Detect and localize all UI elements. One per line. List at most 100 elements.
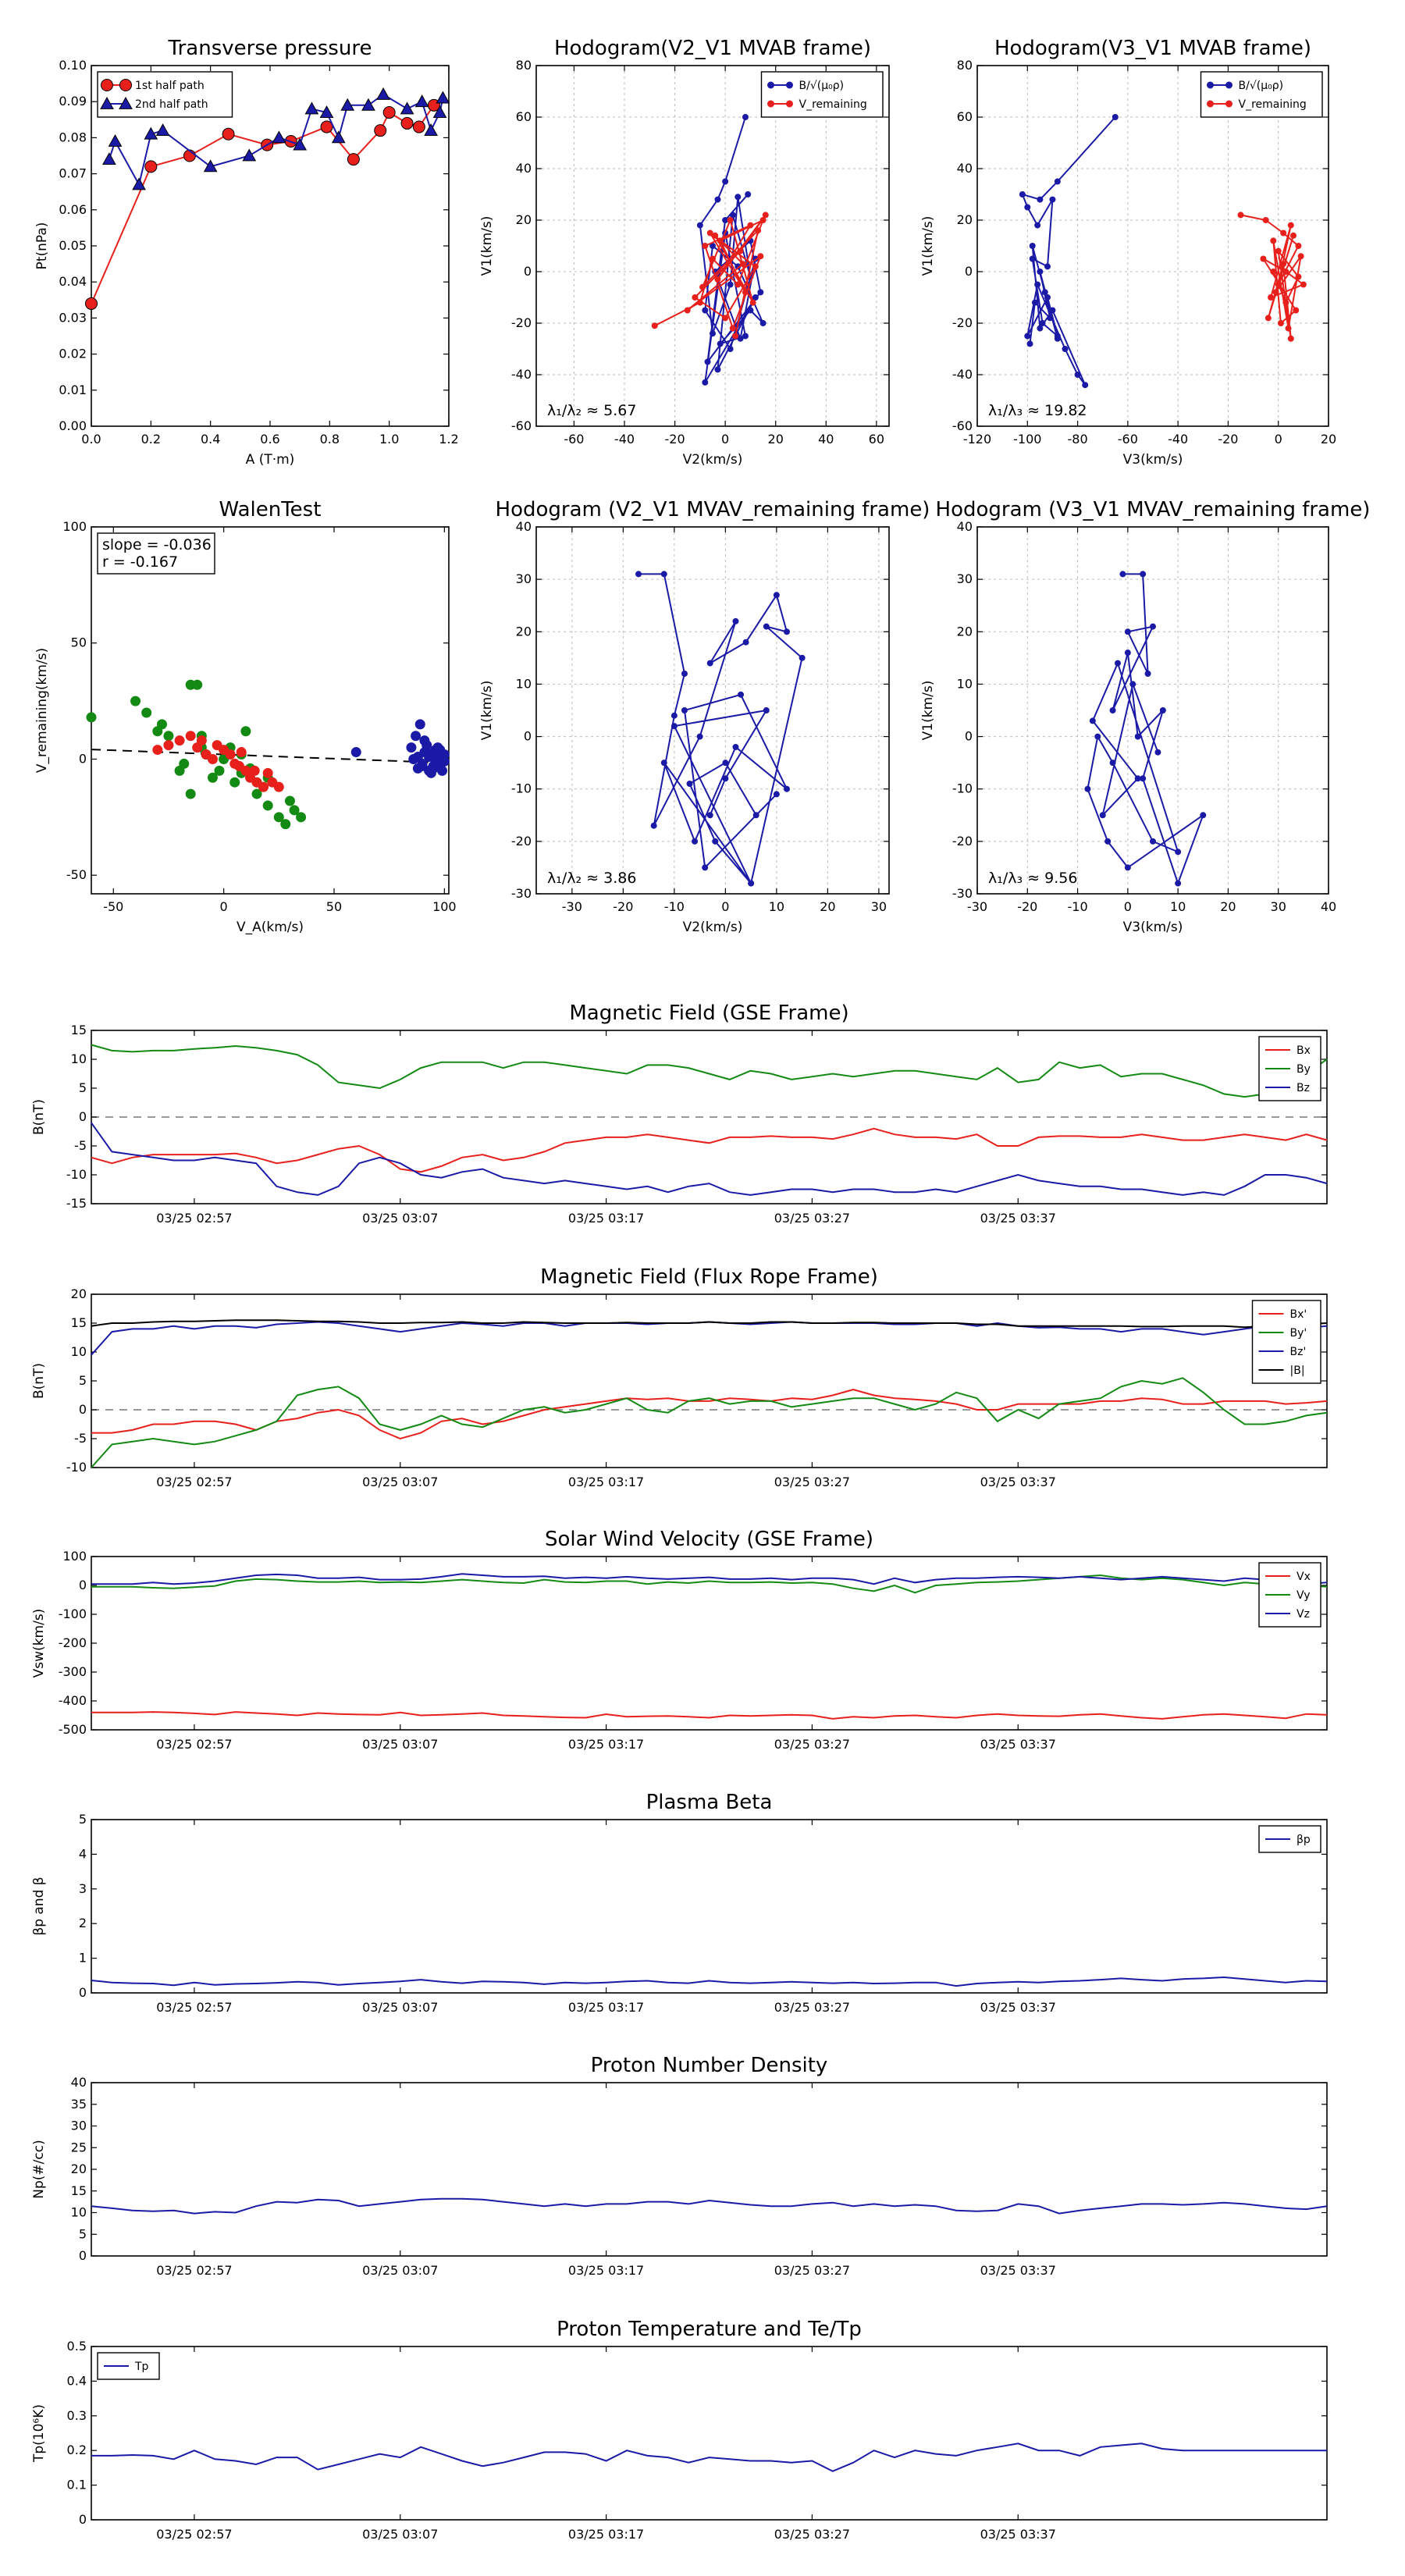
data-point: [251, 788, 262, 799]
data-point: [786, 81, 793, 89]
chart-panel: Hodogram(V3_V1 MVAB frame) -60 -40 -20 0 20 40…: [920, 37, 1336, 468]
data-point: [350, 747, 361, 758]
x-tick-label: 0.8: [320, 432, 340, 447]
x-tick-label: 40: [818, 432, 834, 447]
data-point: [437, 765, 448, 776]
x-tick-label: 30: [1271, 899, 1286, 914]
data-point: [119, 96, 133, 109]
data-point: [144, 126, 158, 140]
y-tick-label: -20: [952, 315, 973, 330]
y-tick-label: -10: [952, 781, 973, 796]
x-tick-label: 0: [1275, 432, 1282, 447]
data-point: [660, 760, 667, 767]
annotation-text: slope = -0.036: [102, 536, 212, 553]
legend-label: Vz: [1297, 1608, 1310, 1621]
data-point: [1280, 261, 1287, 268]
data-point: [651, 322, 658, 329]
data-point: [1041, 289, 1048, 296]
legend-box: [97, 71, 233, 118]
data-point: [773, 791, 780, 798]
y-tick-label: 15: [71, 2183, 87, 2198]
y-tick-label: 0.05: [59, 238, 87, 253]
x-axis-label: A (T·m): [246, 452, 295, 468]
data-point: [233, 760, 244, 771]
legend-label: Bx: [1297, 1044, 1311, 1057]
legend-label: V_remaining: [799, 98, 867, 111]
x-tick-label: 100: [432, 899, 457, 914]
chart-title: Solar Wind Velocity (GSE Frame): [545, 1528, 873, 1551]
y-tick-label: -20: [511, 315, 532, 330]
x-tick-label: 20: [820, 899, 835, 914]
chart-title: WalenTest: [219, 498, 322, 521]
chart-title: Hodogram (V2_V1 MVAV_remaining frame): [496, 498, 930, 521]
data-point: [412, 763, 423, 774]
data-point: [735, 194, 742, 201]
y-tick-label: 5: [79, 1080, 87, 1095]
data-point: [1026, 340, 1033, 347]
data-point: [408, 753, 419, 764]
data-point: [727, 346, 734, 352]
x-tick-label: -60: [1118, 432, 1138, 447]
data-point: [1280, 229, 1287, 237]
data-point: [747, 222, 754, 229]
y-tick-label: 0: [79, 751, 87, 766]
y-tick-label: -10: [66, 1167, 87, 1182]
y-tick-label: 40: [957, 519, 973, 534]
data-point: [361, 98, 375, 111]
data-point: [757, 289, 764, 296]
data-point: [717, 340, 724, 347]
y-tick-label: 0: [79, 1402, 87, 1417]
x-tick-label: 03/25 02:57: [156, 2263, 232, 2278]
data-point: [1293, 307, 1300, 314]
data-point: [1297, 253, 1304, 260]
data-point: [1039, 320, 1046, 326]
legend: Vx Vy Vz: [1258, 1562, 1321, 1628]
x-axis-label: V2(km/s): [683, 920, 743, 935]
data-point: [767, 81, 774, 89]
y-tick-label: -300: [59, 1664, 87, 1679]
chart-title: Magnetic Field (Flux Rope Frame): [540, 1265, 878, 1289]
x-tick-label: 03/25 03:37: [980, 1475, 1056, 1489]
y-tick-label: 10: [71, 2205, 87, 2220]
data-point: [1175, 849, 1182, 856]
data-point: [763, 623, 770, 630]
x-tick-label: 03/25 03:37: [980, 2000, 1056, 2015]
data-point: [86, 712, 97, 723]
data-point: [752, 263, 759, 270]
y-tick-label: 0: [79, 2248, 87, 2263]
y-tick-label: 0: [524, 264, 532, 279]
plot-frame: [91, 1030, 1328, 1204]
data-point: [699, 283, 706, 290]
chart-title: Plasma Beta: [646, 1791, 773, 1814]
chart-title: Hodogram (V3_V1 MVAV_remaining frame): [936, 498, 1371, 521]
data-point: [141, 707, 152, 718]
plot-frame: [91, 526, 450, 895]
data-point: [1300, 281, 1307, 288]
data-point: [635, 571, 642, 578]
data-point: [737, 335, 744, 342]
data-point: [729, 325, 736, 332]
chart-panel: Magnetic Field (GSE Frame) -15 -10 -5 0 5 10 15…: [31, 1002, 1328, 1226]
data-point: [1037, 325, 1044, 332]
data-point: [1099, 812, 1106, 819]
x-tick-label: 03/25 03:17: [568, 1211, 644, 1226]
data-point: [742, 114, 749, 120]
y-axis-label: V1(km/s): [479, 216, 495, 276]
data-point: [196, 735, 207, 746]
x-tick-label: 30: [871, 899, 887, 914]
data-point: [749, 299, 756, 306]
y-tick-label: 0.09: [59, 94, 87, 109]
y-tick-label: 0.1: [67, 2478, 87, 2492]
data-point: [212, 740, 222, 751]
data-point: [722, 178, 729, 185]
data-point: [258, 781, 269, 792]
x-tick-label: 03/25 03:17: [568, 2000, 644, 2015]
y-tick-label: 20: [516, 624, 532, 639]
x-axis-label: V3(km/s): [1123, 452, 1183, 468]
data-point: [424, 123, 438, 137]
data-point: [262, 800, 273, 811]
chart-panel: Hodogram(V2_V1 MVAB frame) -60 -40 -20 0 20 40…: [479, 37, 890, 468]
y-tick-label: -30: [952, 886, 973, 901]
data-point: [773, 592, 780, 599]
